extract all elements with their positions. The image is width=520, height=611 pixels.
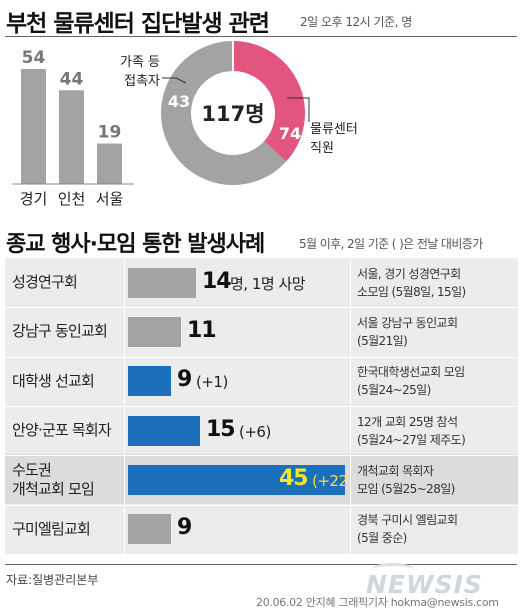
- region-bar-value: 54: [22, 48, 46, 68]
- source-text: 자료:질병관리본부: [6, 573, 99, 587]
- case-bar-increase: (+6): [239, 423, 271, 441]
- region-bar: [97, 143, 122, 184]
- case-category: 강남구 동인교회: [12, 322, 108, 340]
- donut-slice-label: 물류센터 직원: [310, 122, 358, 156]
- case-note: 서울, 경기 성경연구회 소모임 (5월8일, 15일): [357, 267, 466, 299]
- case-bar-value: 15: [206, 417, 236, 442]
- case-category: 구미엘림교회: [12, 520, 91, 538]
- case-bar-value: 9: [177, 515, 192, 540]
- case-bar: [128, 268, 196, 298]
- region-category-label: 서울: [96, 190, 124, 208]
- row-divider: [5, 406, 518, 407]
- row-divider: [5, 455, 518, 456]
- region-bar-value: 19: [98, 123, 122, 143]
- footer-divider: [5, 564, 517, 565]
- case-bar: [128, 416, 201, 446]
- case-bar-increase: (+1): [196, 373, 228, 391]
- case-bar: [128, 465, 345, 495]
- main-title: 부천 물류센터 집단발생 관련: [6, 11, 270, 37]
- case-category: 성경연구회: [12, 273, 78, 291]
- case-category: 수도권 개척교회 모임: [12, 461, 95, 498]
- donut-slice-label: 가족 등 접촉자: [120, 55, 160, 89]
- donut-leader-line: [287, 97, 310, 122]
- section-subtitle: 5월 이후, 2일 기준 ( )은 전날 대비증가: [299, 237, 483, 251]
- region-category-label: 경기: [20, 190, 48, 208]
- donut-leader-line: [162, 77, 187, 84]
- row-divider: [5, 357, 518, 358]
- main-subtitle: 2일 오후 12시 기준, 명: [300, 15, 412, 29]
- case-bar-increase: (+22): [312, 472, 353, 490]
- case-bar: [128, 366, 172, 396]
- column-divider-left: [124, 258, 125, 554]
- watermark-swoosh: [372, 563, 414, 576]
- region-bar-value: 44: [60, 69, 84, 89]
- case-bar: [128, 514, 172, 544]
- top-divider: [5, 36, 517, 37]
- case-note: 한국대학생선교회 모임 (5월24~25일): [357, 365, 465, 397]
- donut-slice-value: 43: [168, 92, 190, 111]
- case-note: 12개 교회 25명 참석 (5월24~27일 제주도): [357, 415, 466, 447]
- region-bar: [59, 90, 84, 184]
- region-bar-chart: 54 경기 44 인천 19 서울: [12, 48, 134, 208]
- donut-center-label: 117명: [201, 102, 264, 126]
- section-title: 종교 행사·모임 통한 발생사례: [6, 232, 265, 257]
- region-category-label: 인천: [58, 190, 86, 208]
- donut-slice: [161, 41, 287, 185]
- row-divider: [5, 307, 518, 308]
- donut-slice-value: 74: [279, 124, 301, 143]
- case-bar-value: 45: [279, 466, 309, 491]
- credit-text: 20.06.02 안지혜 그래픽기자 hokma@newsis.com: [256, 596, 499, 609]
- case-note: 서울 강남구 동인교회 (5월21일): [357, 316, 458, 348]
- case-bar-extra: 명, 1명 사망: [230, 275, 306, 293]
- case-bar-value: 11: [187, 318, 217, 343]
- region-bar: [21, 69, 46, 184]
- case-bar-value: 14: [202, 269, 232, 294]
- column-divider-right: [350, 258, 351, 554]
- case-bar-value: 9: [177, 367, 192, 392]
- case-note: 경북 구미시 엘림교회 (5월 중순): [357, 513, 458, 545]
- row-divider: [5, 505, 518, 506]
- case-note: 개척교회 목회자 모임 (5월25~28일): [357, 464, 455, 496]
- donut-slice: [233, 41, 305, 162]
- watermark-logo: NEWSIS: [366, 570, 483, 599]
- case-category: 대학생 선교회: [12, 372, 95, 390]
- case-bar: [128, 317, 181, 347]
- case-category: 안양·군포 목회자: [12, 421, 112, 439]
